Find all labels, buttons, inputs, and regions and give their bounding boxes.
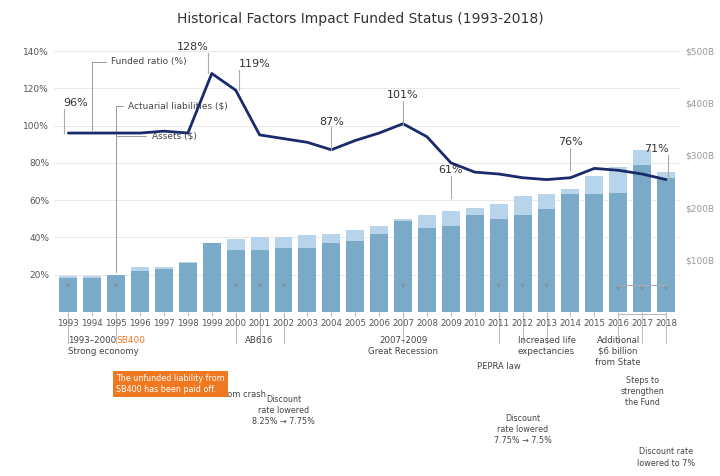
Bar: [155, 267, 173, 312]
Bar: [274, 248, 292, 312]
Text: 61%: 61%: [438, 165, 463, 175]
Bar: [59, 278, 77, 312]
Bar: [323, 234, 341, 312]
Text: Dot.com crash: Dot.com crash: [205, 390, 266, 399]
Bar: [227, 250, 245, 312]
Bar: [203, 258, 221, 312]
Text: Actuarial liabilities ($): Actuarial liabilities ($): [116, 102, 228, 272]
Bar: [299, 248, 316, 312]
Bar: [155, 269, 173, 312]
Bar: [251, 250, 269, 312]
Text: Steps to
strengthen
the Fund: Steps to strengthen the Fund: [620, 376, 664, 407]
Bar: [179, 261, 197, 312]
Text: 119%: 119%: [239, 59, 271, 69]
Bar: [370, 234, 388, 312]
Bar: [633, 150, 651, 312]
Bar: [562, 189, 580, 312]
Bar: [394, 218, 412, 312]
Bar: [59, 277, 77, 312]
Bar: [84, 277, 102, 312]
Text: 101%: 101%: [387, 90, 419, 100]
Bar: [131, 271, 149, 312]
Bar: [442, 211, 460, 312]
Bar: [585, 176, 603, 312]
Text: 1993–2000
Strong economy: 1993–2000 Strong economy: [68, 336, 139, 356]
Bar: [442, 226, 460, 312]
Text: 128%: 128%: [176, 42, 208, 52]
Bar: [657, 172, 675, 312]
Bar: [107, 275, 125, 312]
Bar: [370, 226, 388, 312]
Text: 76%: 76%: [558, 137, 582, 147]
Bar: [346, 241, 364, 312]
Bar: [490, 204, 508, 312]
Text: 2007–2009
Great Recession: 2007–2009 Great Recession: [368, 336, 438, 356]
Bar: [227, 239, 245, 312]
Text: Historical Factors Impact Funded Status (1993-2018): Historical Factors Impact Funded Status …: [176, 12, 544, 26]
Text: 71%: 71%: [644, 144, 668, 154]
Text: Funded ratio (%): Funded ratio (%): [92, 57, 187, 130]
Bar: [274, 238, 292, 312]
Bar: [466, 208, 484, 312]
Text: Increased life
expectancies: Increased life expectancies: [518, 336, 575, 356]
Text: Additional
$6 billion
from State: Additional $6 billion from State: [595, 336, 641, 367]
Text: AB616: AB616: [246, 336, 274, 345]
Bar: [562, 195, 580, 312]
Bar: [538, 195, 555, 312]
Bar: [513, 196, 531, 312]
Text: The unfunded liability from
SB400 has been paid off.: The unfunded liability from SB400 has be…: [116, 374, 225, 394]
Text: PEPRA law: PEPRA law: [477, 362, 521, 371]
Bar: [513, 215, 531, 312]
Bar: [251, 238, 269, 312]
Bar: [394, 220, 412, 312]
Bar: [490, 218, 508, 312]
Text: Assets ($): Assets ($): [116, 131, 197, 272]
Bar: [418, 215, 436, 312]
Text: 87%: 87%: [319, 117, 343, 127]
Bar: [84, 278, 102, 312]
Bar: [538, 209, 555, 312]
Bar: [418, 228, 436, 312]
Bar: [131, 267, 149, 312]
Bar: [633, 165, 651, 312]
Text: Discount
rate lowered
8.25% → 7.75%: Discount rate lowered 8.25% → 7.75%: [252, 395, 315, 426]
Text: Discount
rate lowered
7.75% → 7.5%: Discount rate lowered 7.75% → 7.5%: [494, 414, 552, 446]
Bar: [179, 263, 197, 312]
Bar: [585, 195, 603, 312]
Bar: [299, 236, 316, 312]
Bar: [346, 230, 364, 312]
Bar: [609, 167, 627, 312]
Bar: [107, 275, 125, 312]
Text: Discount rate
lowered to 7%: Discount rate lowered to 7%: [637, 447, 695, 467]
Bar: [609, 193, 627, 312]
Text: 96%: 96%: [63, 98, 89, 108]
Bar: [657, 178, 675, 312]
Text: SB400: SB400: [116, 336, 145, 345]
Bar: [203, 243, 221, 312]
Bar: [323, 243, 341, 312]
Bar: [466, 215, 484, 312]
